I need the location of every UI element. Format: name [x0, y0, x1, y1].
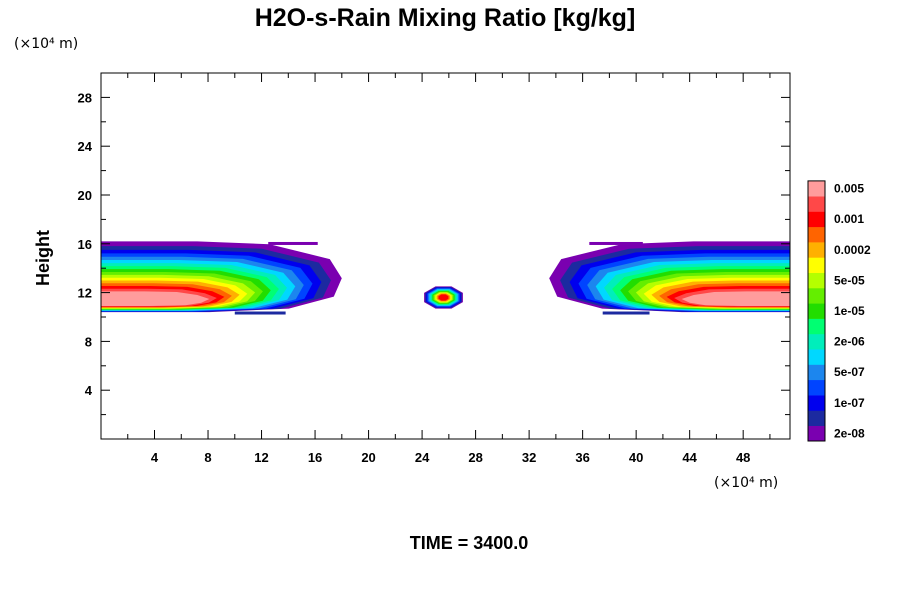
- colorbar-label: 0.001: [834, 212, 864, 226]
- colorbar-label: 0.005: [834, 182, 864, 196]
- colorbar-swatch: [808, 379, 825, 396]
- colorbar-swatch: [808, 425, 825, 442]
- cloud-fragment: [602, 311, 650, 315]
- colorbar-label: 2e-08: [834, 426, 865, 440]
- y-axis: 4 8 12 16 20 24 28: [78, 90, 790, 416]
- y-tick-label: 12: [78, 286, 92, 301]
- x-tick-label: 36: [575, 450, 589, 465]
- cloud-fragment: [268, 241, 318, 245]
- x-tick-label: 44: [682, 450, 697, 465]
- colorbar-swatch: [808, 272, 825, 289]
- y-tick-label: 28: [78, 90, 92, 105]
- y-axis-unit: (×10⁴ m): [14, 36, 78, 52]
- colorbar-swatch: [808, 226, 825, 243]
- x-axis-unit: (×10⁴ m): [714, 475, 778, 491]
- colorbar-swatch: [808, 364, 825, 381]
- x-tick-label: 28: [468, 450, 482, 465]
- x-tick-label: 40: [629, 450, 643, 465]
- colorbar-swatch: [808, 257, 825, 273]
- colorbar-swatch: [808, 318, 825, 335]
- colorbar-swatch: [808, 349, 825, 365]
- y-tick-label: 20: [78, 188, 92, 203]
- cloud-fragment: [589, 241, 643, 245]
- chart-title: H2O-s-Rain Mixing Ratio [kg/kg]: [255, 4, 636, 32]
- contour-fields: [101, 241, 790, 315]
- x-tick-label: 8: [204, 450, 211, 465]
- colorbar-label: 0.0002: [834, 243, 871, 257]
- y-tick-label: 8: [85, 334, 92, 349]
- y-tick-label: 24: [78, 139, 93, 154]
- x-tick-label: 24: [415, 450, 430, 465]
- colorbar-label: 1e-07: [834, 396, 865, 410]
- colorbar-swatch: [808, 303, 825, 319]
- center-cell-contour: [440, 295, 447, 300]
- colorbar-label: 5e-07: [834, 365, 865, 379]
- colorbar-swatch: [808, 211, 825, 228]
- x-tick-label: 4: [151, 450, 159, 465]
- x-tick-label: 20: [361, 450, 375, 465]
- x-tick-label: 12: [254, 450, 268, 465]
- x-tick-label: 16: [308, 450, 322, 465]
- colorbar-swatch: [808, 242, 825, 258]
- y-tick-label: 4: [85, 383, 93, 398]
- colorbar-swatch: [808, 288, 825, 304]
- time-label: TIME = 3400.0: [410, 533, 529, 553]
- colorbar-swatch: [808, 410, 825, 426]
- cloud-fragment: [234, 311, 286, 315]
- colorbar-label: 5e-05: [834, 273, 865, 287]
- plot-frame: [100, 72, 791, 440]
- colorbar-label: 1e-05: [834, 304, 865, 318]
- colorbar-swatch: [808, 395, 825, 411]
- x-tick-label: 32: [522, 450, 536, 465]
- colorbar-swatch: [808, 180, 825, 197]
- cloud-contour-band: [681, 291, 790, 306]
- colorbar-swatch: [808, 196, 825, 212]
- colorbar-frame: [807, 180, 826, 442]
- y-axis-label: Height: [33, 230, 53, 286]
- x-axis: 4 8 12 16 20 24 28 32 36 40 44 48: [127, 73, 771, 465]
- y-tick-label: 16: [78, 237, 92, 252]
- colorbar-swatch: [808, 333, 825, 350]
- plot-area: [100, 72, 791, 440]
- x-tick-label: 48: [736, 450, 750, 465]
- cloud-contour-band: [101, 291, 210, 306]
- colorbar-label: 2e-06: [834, 335, 865, 349]
- colorbar: 2e-08 1e-07 5e-07 2e-06 1e-05 5e-05 0.0002 0.00…: [807, 180, 871, 442]
